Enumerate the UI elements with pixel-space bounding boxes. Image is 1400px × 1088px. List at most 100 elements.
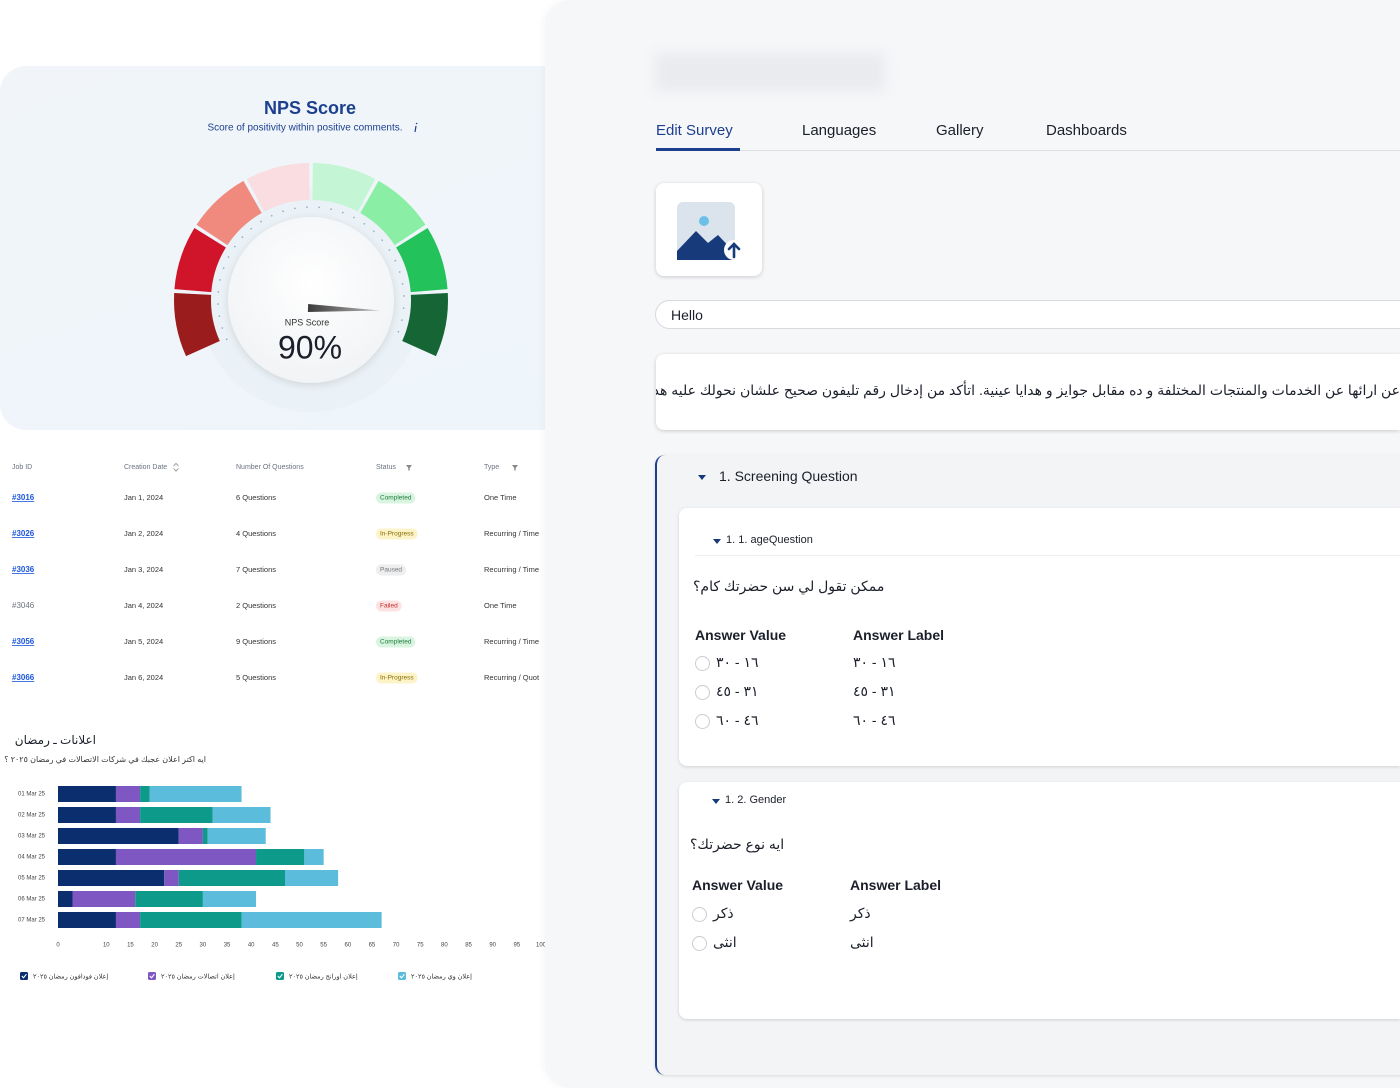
x-tick-label: 65 (369, 943, 376, 949)
gauge-dot (217, 303, 219, 305)
tab[interactable]: Edit Survey (656, 122, 733, 139)
gauge-dot (372, 230, 375, 233)
gauge-dot (241, 236, 244, 239)
bar-segment (58, 912, 116, 928)
bar-segment (58, 849, 116, 865)
job-type: Recurring / Time (484, 637, 539, 646)
bar-segment (241, 912, 382, 928)
y-tick-label: 05 Mar 25 (18, 876, 46, 882)
radio[interactable] (692, 907, 707, 922)
legend-swatch (148, 972, 156, 980)
x-tick-label: 0 (56, 943, 60, 949)
collapse-caret[interactable] (698, 475, 706, 480)
bar-segment (115, 849, 257, 865)
gauge-dot (318, 206, 321, 209)
job-link[interactable]: #3056 (12, 637, 35, 646)
creation-date: Jan 2, 2024 (124, 529, 163, 538)
status-label: In-Progress (380, 675, 414, 682)
x-tick-label: 30 (200, 943, 207, 949)
answer-label: ٣١ - ٤٥ (853, 683, 896, 699)
tab[interactable]: Dashboards (1046, 122, 1127, 139)
gauge-dot (270, 214, 273, 217)
x-tick-label: 60 (344, 943, 351, 949)
collapse-caret[interactable] (712, 799, 720, 804)
gauge-subtitle: Score of positivity within positive comm… (207, 123, 402, 134)
bar-segment (115, 786, 141, 802)
status-label: Completed (380, 495, 412, 502)
image-upload[interactable] (656, 183, 762, 276)
filter-icon (406, 465, 412, 471)
job-link[interactable]: #3026 (12, 529, 35, 538)
radio[interactable] (695, 714, 710, 729)
bar-segment (58, 807, 116, 823)
legend-swatch (276, 972, 284, 980)
gauge-segment (360, 180, 426, 246)
y-tick-label: 07 Mar 25 (18, 918, 46, 924)
description-text: عن ارائها عن الخدمات والمنتجات المختلفة … (656, 382, 1400, 398)
bar-segment (212, 807, 271, 823)
y-tick-label: 02 Mar 25 (18, 813, 46, 819)
question-card (679, 782, 1400, 1019)
survey-description[interactable]: عن ارائها عن الخدمات والمنتجات المختلفة … (656, 354, 1400, 430)
bar-segment (72, 891, 136, 907)
status-pill (376, 636, 416, 648)
status-label: Failed (380, 603, 398, 610)
job-type: One Time (484, 601, 517, 610)
gauge-dot (225, 338, 228, 341)
y-tick-label: 01 Mar 25 (18, 792, 46, 798)
question-text: ممكن تقول لي سن حضرتك كام؟ (693, 578, 885, 594)
legend-label: إعلان وي رمضان ٢٠٢٥ (411, 974, 472, 981)
bar-segment (304, 849, 324, 865)
gauge-dot (233, 245, 236, 248)
job-link[interactable]: #3036 (12, 565, 35, 574)
survey-name-input[interactable]: Hello (655, 300, 1400, 329)
bar-segment (115, 912, 141, 928)
answer-value-header: Answer Value (692, 877, 784, 893)
bar-segment (149, 786, 242, 802)
tab[interactable]: Gallery (936, 122, 984, 139)
survey-name-blurred (655, 52, 885, 92)
answer-label-header: Answer Label (853, 627, 945, 643)
x-tick-label: 80 (441, 943, 448, 949)
gauge-dot (293, 207, 296, 210)
x-tick-label: 15 (127, 943, 134, 949)
gauge-dot (260, 220, 262, 223)
tab[interactable]: Languages (802, 122, 877, 139)
job-type: Recurring / Quot (484, 673, 540, 682)
question-card (679, 508, 1400, 766)
radio[interactable] (692, 936, 707, 951)
gauge-dot (398, 271, 401, 273)
job-link[interactable]: #3066 (12, 673, 35, 682)
job-id: #3046 (12, 601, 35, 610)
question-count: 9 Questions (236, 637, 276, 646)
bar-segment (58, 870, 165, 886)
bar-segment (178, 870, 286, 886)
radio[interactable] (695, 656, 710, 671)
gauge-segment (312, 163, 376, 212)
job-link[interactable]: #3016 (12, 493, 35, 502)
answer-label: ذكر (850, 905, 871, 921)
status-pill (376, 528, 418, 540)
x-tick-label: 90 (489, 943, 496, 949)
job-type: One Time (484, 493, 517, 502)
gauge-dot (217, 290, 220, 293)
chart-subtitle: ايه اكتر اعلان عجبك في شركات الاتصالات ف… (4, 755, 206, 764)
gauge-segment (196, 180, 262, 246)
tabs-divider (656, 150, 1400, 151)
bar-segment (178, 828, 203, 844)
gauge-dot (341, 211, 344, 214)
bar-segment (256, 849, 305, 865)
legend-swatch (398, 972, 406, 980)
gauge-dot (388, 249, 391, 251)
x-tick-label: 95 (514, 943, 521, 949)
status-pill (376, 564, 407, 576)
gauge-segment (174, 228, 226, 293)
bar-segment (164, 870, 179, 886)
answer-label: انثى (850, 934, 874, 950)
x-tick-label: 50 (296, 943, 303, 949)
table-header: Number Of Questions (236, 464, 304, 471)
collapse-caret[interactable] (713, 539, 721, 544)
radio[interactable] (695, 685, 710, 700)
bar-segment (285, 870, 339, 886)
